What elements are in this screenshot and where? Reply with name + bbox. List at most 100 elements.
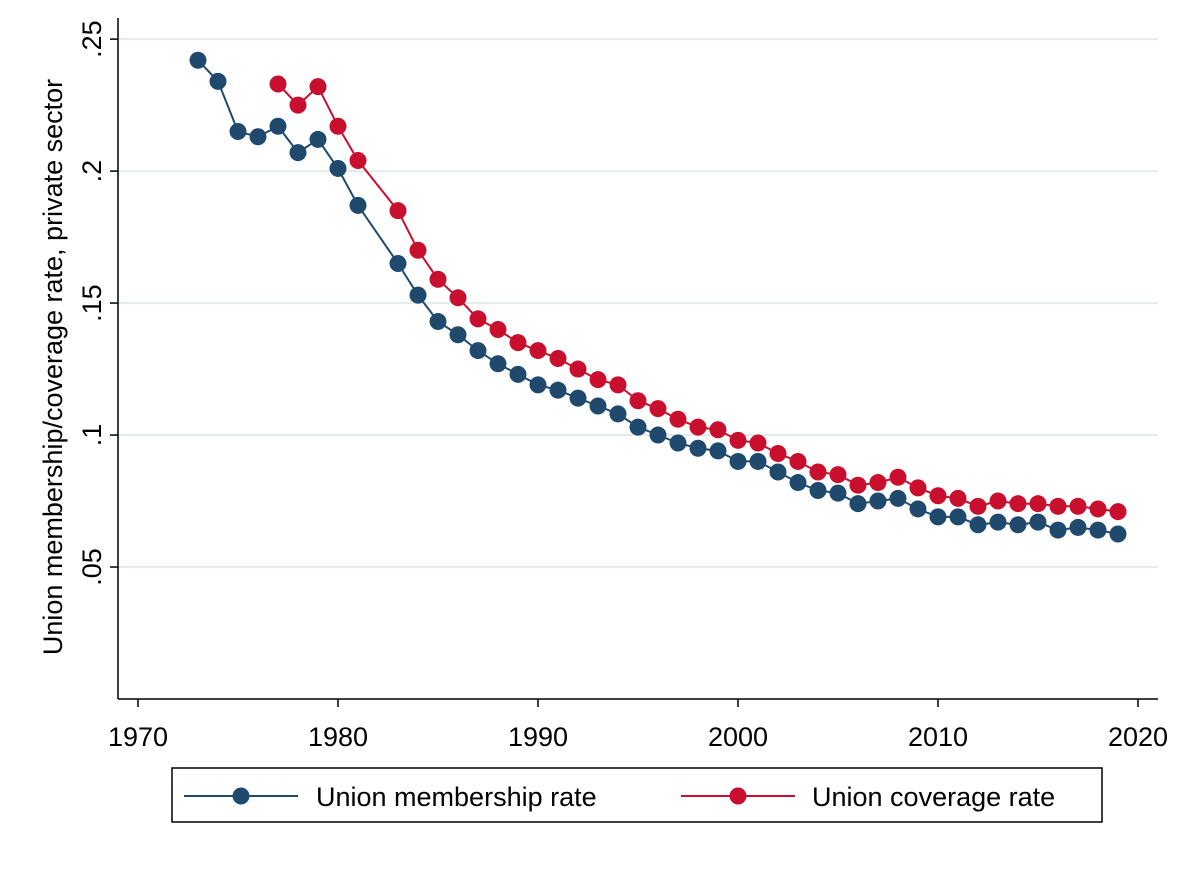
data-point	[329, 159, 347, 177]
data-point	[589, 397, 607, 415]
data-point	[269, 117, 287, 135]
data-point	[849, 476, 867, 494]
data-point	[849, 495, 867, 513]
x-tick-label: 1970	[108, 722, 168, 752]
data-point	[969, 497, 987, 515]
data-point	[709, 442, 727, 460]
data-point	[569, 360, 587, 378]
data-point	[309, 78, 327, 96]
x-tick-label: 1980	[308, 722, 368, 752]
data-point	[589, 371, 607, 389]
data-point	[1089, 521, 1107, 539]
legend-swatch-marker-coverage	[729, 787, 747, 805]
data-point	[409, 286, 427, 304]
data-point	[529, 342, 547, 360]
data-point	[1009, 495, 1027, 513]
data-point	[829, 466, 847, 484]
data-point	[669, 410, 687, 428]
data-point	[449, 289, 467, 307]
data-point	[729, 452, 747, 470]
data-point	[809, 481, 827, 499]
legend: Union membership rate Union coverage rat…	[171, 767, 1103, 823]
data-point	[549, 350, 567, 367]
data-point	[909, 500, 927, 518]
series-coverage	[269, 75, 1127, 521]
data-point	[529, 376, 547, 394]
data-point	[429, 313, 447, 331]
data-point	[409, 241, 427, 259]
y-axis-title: Union membership/coverage rate, private …	[38, 79, 68, 655]
data-point	[889, 468, 907, 486]
data-point	[1009, 516, 1027, 534]
data-point	[649, 426, 667, 444]
data-point	[449, 326, 467, 344]
data-point	[469, 342, 487, 360]
axes: .05 .1 .15 .2 .25 1970 1980 1990 2000 2010 2020	[77, 18, 1168, 752]
data-point	[289, 96, 307, 114]
data-point	[629, 392, 647, 410]
data-point	[649, 400, 667, 418]
x-tick-label: 2020	[1108, 722, 1168, 752]
data-point	[949, 508, 967, 526]
data-point	[249, 128, 267, 146]
data-point	[489, 355, 507, 373]
data-point	[749, 434, 767, 452]
gridlines	[118, 38, 1158, 569]
data-point	[1049, 521, 1067, 539]
series-membership	[189, 51, 1127, 543]
data-point	[489, 320, 507, 338]
data-point	[709, 421, 727, 439]
data-point	[389, 202, 407, 220]
data-point	[389, 254, 407, 272]
legend-swatch-marker-membership	[232, 787, 250, 805]
data-point	[229, 123, 247, 140]
data-point	[629, 418, 647, 436]
data-point	[729, 431, 747, 449]
y-tick-label: .15	[77, 284, 107, 322]
data-point	[269, 75, 287, 93]
data-point	[349, 196, 367, 214]
data-point	[1029, 495, 1047, 513]
y-tick-label: .05	[77, 548, 107, 586]
data-point	[1109, 503, 1127, 521]
data-point	[889, 489, 907, 507]
data-point	[669, 434, 687, 452]
data-point	[809, 463, 827, 481]
data-point	[349, 152, 367, 170]
data-point	[1049, 497, 1067, 515]
data-point	[989, 492, 1007, 510]
data-point	[969, 516, 987, 534]
data-point	[789, 474, 807, 492]
data-point	[609, 376, 627, 394]
data-point	[509, 334, 527, 352]
y-tick-label: .25	[77, 20, 107, 58]
data-point	[789, 452, 807, 470]
data-point	[909, 479, 927, 497]
data-point	[929, 508, 947, 526]
data-point	[509, 365, 527, 383]
data-point	[289, 144, 307, 162]
data-point	[949, 489, 967, 507]
data-point	[689, 439, 707, 457]
data-point	[829, 484, 847, 502]
data-point	[1069, 497, 1087, 515]
y-tick-label: .1	[77, 424, 107, 447]
data-point	[989, 513, 1007, 531]
data-point	[549, 381, 567, 399]
data-point	[209, 72, 227, 90]
data-point	[309, 130, 327, 148]
data-point	[609, 405, 627, 423]
data-point	[469, 310, 487, 328]
data-point	[429, 270, 447, 288]
legend-label-membership: Union membership rate	[316, 782, 597, 812]
data-point	[1029, 513, 1047, 531]
series-layer	[189, 51, 1127, 543]
series-line	[197, 59, 1119, 535]
x-tick-label: 2010	[908, 722, 968, 752]
data-point	[869, 492, 887, 510]
data-point	[1089, 500, 1107, 518]
y-tick-label: .2	[77, 160, 107, 183]
data-point	[1109, 525, 1127, 543]
